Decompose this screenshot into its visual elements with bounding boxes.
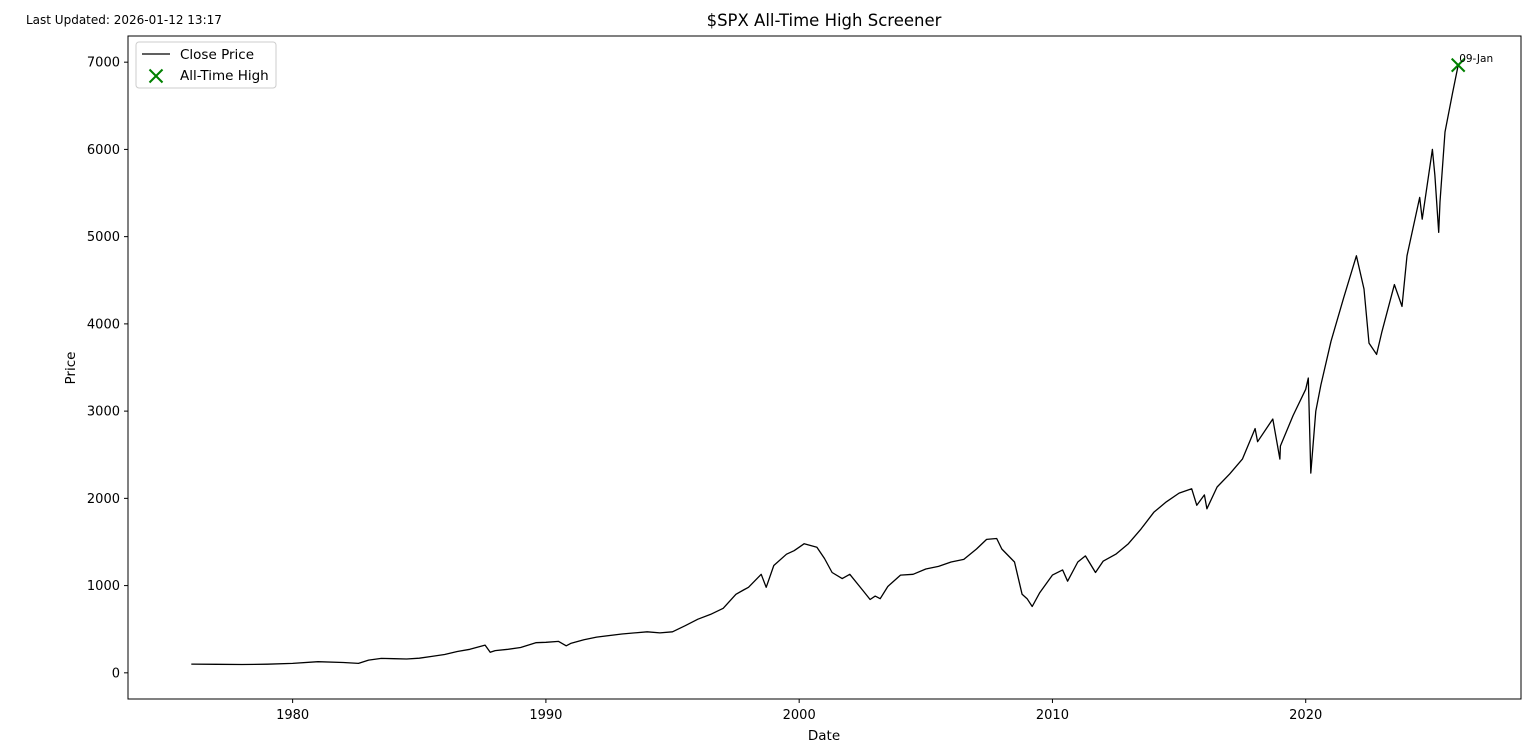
legend-entry: Close Price bbox=[142, 47, 254, 63]
x-tick-label: 1990 bbox=[529, 708, 562, 723]
legend-x-swatch bbox=[148, 68, 164, 84]
last-updated-text: Last Updated: 2026-01-12 13:17 bbox=[26, 13, 222, 27]
x-tick-label: 2000 bbox=[783, 708, 816, 723]
legend-label: Close Price bbox=[180, 47, 254, 63]
chart-title: $SPX All-Time High Screener bbox=[707, 11, 942, 30]
axes-frame bbox=[127, 35, 1522, 700]
all-time-high-marker bbox=[1450, 57, 1466, 73]
x-tick-label: 2020 bbox=[1289, 708, 1322, 723]
all-time-high-label: 09-Jan bbox=[1459, 53, 1493, 65]
y-axis: 0 1000 2000 3000 4000 5000 6000 7000 bbox=[87, 56, 128, 681]
x-axis: 1980 1990 2000 2010 2020 bbox=[276, 699, 1322, 723]
y-tick-label: 1000 bbox=[87, 579, 120, 594]
x-axis-label: Date bbox=[808, 728, 840, 744]
legend-entry: All-Time High bbox=[148, 68, 269, 84]
x-tick-label: 2010 bbox=[1036, 708, 1069, 723]
y-tick-label: 0 bbox=[112, 666, 120, 681]
y-tick-label: 2000 bbox=[87, 492, 120, 507]
x-tick-label: 1980 bbox=[276, 708, 309, 723]
close-price-line bbox=[191, 64, 1459, 666]
y-tick-label: 5000 bbox=[87, 230, 120, 245]
legend: Close Price All-Time High bbox=[135, 41, 277, 89]
plot-area: 09-Jan bbox=[127, 35, 1522, 700]
y-tick-label: 3000 bbox=[87, 405, 120, 420]
legend-box bbox=[135, 41, 277, 89]
y-axis-label: Price bbox=[63, 352, 79, 385]
y-tick-label: 4000 bbox=[87, 317, 120, 332]
legend-label: All-Time High bbox=[180, 68, 269, 84]
y-tick-label: 7000 bbox=[87, 56, 120, 71]
y-tick-label: 6000 bbox=[87, 143, 120, 158]
